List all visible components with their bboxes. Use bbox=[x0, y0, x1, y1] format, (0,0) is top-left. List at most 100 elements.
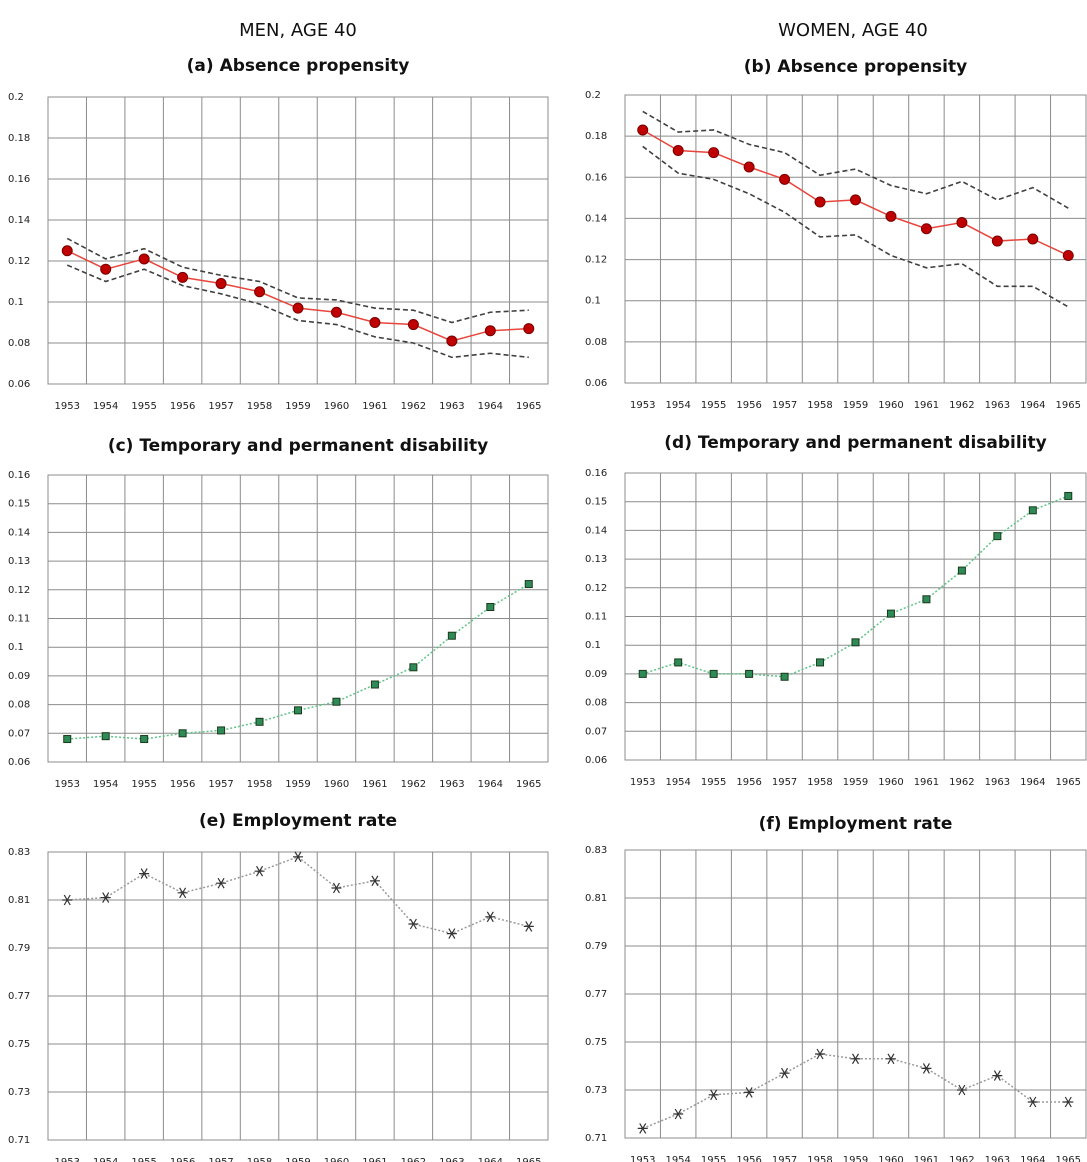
x-tick-label: 1956 bbox=[736, 777, 761, 788]
x-tick-label: 1965 bbox=[1056, 777, 1081, 788]
y-tick-label: 0.09 bbox=[8, 671, 30, 682]
series-line bbox=[66, 264, 529, 359]
x-tick-label: 1965 bbox=[1056, 1155, 1081, 1162]
y-tick-label: 0.2 bbox=[8, 92, 24, 103]
x-tick-label: 1958 bbox=[807, 1155, 832, 1162]
x-tick-label: 1961 bbox=[914, 400, 939, 411]
x-tick-label: 1962 bbox=[401, 1157, 426, 1162]
plot-area bbox=[47, 96, 549, 385]
marker bbox=[447, 631, 456, 640]
x-tick-label: 1964 bbox=[478, 779, 503, 790]
marker bbox=[523, 323, 535, 335]
x-tick-label: 1961 bbox=[362, 1157, 387, 1162]
x-tick-label: 1953 bbox=[55, 1157, 80, 1162]
marker bbox=[708, 147, 720, 159]
plot-area bbox=[624, 94, 1087, 384]
x-tick-label: 1955 bbox=[701, 1155, 726, 1162]
x-tick-label: 1961 bbox=[362, 779, 387, 790]
marker bbox=[523, 921, 534, 932]
x-tick-label: 1960 bbox=[878, 777, 903, 788]
y-tick-label: 0.73 bbox=[585, 1085, 607, 1096]
marker bbox=[993, 532, 1002, 541]
x-tick-label: 1961 bbox=[362, 401, 387, 412]
column-title: WOMEN, AGE 40 bbox=[778, 20, 928, 41]
y-tick-label: 0.1 bbox=[585, 296, 601, 307]
panel-title: (d) Temporary and permanent disability bbox=[664, 433, 1046, 453]
x-tick-label: 1964 bbox=[478, 1157, 503, 1162]
y-tick-label: 0.11 bbox=[8, 614, 30, 625]
y-tick-label: 0.14 bbox=[8, 527, 30, 538]
y-tick-label: 0.79 bbox=[585, 941, 607, 952]
marker bbox=[743, 161, 755, 173]
x-tick-label: 1962 bbox=[401, 401, 426, 412]
panel: (f) Employment rate 0.71 0.73 0.75 0.77 0.79 0… bbox=[585, 814, 1087, 1162]
marker bbox=[177, 887, 188, 899]
x-tick-label: 1956 bbox=[170, 401, 195, 412]
marker bbox=[850, 1053, 861, 1065]
y-tick-label: 0.75 bbox=[585, 1037, 607, 1048]
marker bbox=[486, 603, 495, 612]
y-tick-label: 0.18 bbox=[8, 133, 30, 144]
x-tick-label: 1963 bbox=[439, 1157, 464, 1162]
x-tick-label: 1965 bbox=[516, 779, 541, 790]
x-tick-label: 1956 bbox=[170, 1157, 195, 1162]
marker bbox=[61, 245, 73, 257]
x-tick-label: 1954 bbox=[93, 779, 118, 790]
x-tick-label: 1957 bbox=[772, 777, 797, 788]
x-tick-label: 1955 bbox=[701, 777, 726, 788]
panel-title: (a) Absence propensity bbox=[187, 56, 410, 76]
panel-title: (f) Employment rate bbox=[759, 814, 953, 834]
y-tick-label: 0.12 bbox=[585, 583, 607, 594]
marker bbox=[744, 1087, 755, 1098]
marker bbox=[101, 732, 110, 741]
x-tick-label: 1964 bbox=[1020, 1155, 1045, 1162]
marker bbox=[524, 580, 533, 589]
y-tick-label: 0.18 bbox=[585, 131, 607, 142]
y-tick-label: 0.83 bbox=[8, 847, 30, 858]
x-tick-label: 1961 bbox=[914, 1155, 939, 1162]
marker bbox=[216, 877, 227, 889]
y-tick-label: 0.16 bbox=[585, 468, 607, 479]
y-tick-label: 0.14 bbox=[8, 215, 30, 226]
x-tick-label: 1962 bbox=[401, 779, 426, 790]
x-tick-label: 1960 bbox=[324, 1157, 349, 1162]
y-tick-label: 0.71 bbox=[8, 1135, 30, 1146]
marker bbox=[177, 271, 189, 283]
y-tick-label: 0.16 bbox=[8, 174, 30, 185]
y-tick-label: 0.12 bbox=[8, 585, 30, 596]
x-tick-label: 1962 bbox=[949, 1155, 974, 1162]
marker bbox=[1028, 506, 1037, 515]
marker bbox=[407, 319, 419, 331]
marker bbox=[956, 217, 968, 229]
x-tick-label: 1954 bbox=[93, 401, 118, 412]
x-tick-label: 1955 bbox=[131, 779, 156, 790]
marker bbox=[991, 235, 1003, 247]
y-tick-label: 0.77 bbox=[585, 989, 607, 1000]
marker bbox=[957, 566, 966, 575]
y-tick-label: 0.13 bbox=[585, 554, 607, 565]
y-tick-label: 0.06 bbox=[8, 379, 30, 390]
x-tick-label: 1960 bbox=[878, 400, 903, 411]
y-tick-label: 0.06 bbox=[585, 378, 607, 389]
marker bbox=[138, 253, 150, 265]
series-line bbox=[642, 145, 1069, 308]
x-tick-label: 1964 bbox=[1020, 400, 1045, 411]
x-tick-label: 1959 bbox=[285, 779, 310, 790]
x-tick-label: 1962 bbox=[949, 777, 974, 788]
marker bbox=[885, 1053, 896, 1065]
y-tick-label: 0.73 bbox=[8, 1087, 30, 1098]
y-tick-label: 0.81 bbox=[585, 893, 607, 904]
marker bbox=[215, 278, 227, 290]
marker bbox=[886, 609, 895, 618]
x-tick-label: 1956 bbox=[736, 400, 761, 411]
panel-title: (b) Absence propensity bbox=[744, 57, 967, 77]
y-tick-label: 0.08 bbox=[585, 337, 607, 348]
y-tick-label: 0.2 bbox=[585, 90, 601, 101]
marker bbox=[637, 1123, 648, 1134]
y-tick-label: 0.16 bbox=[585, 172, 607, 183]
y-tick-label: 0.75 bbox=[8, 1039, 30, 1050]
marker bbox=[1027, 233, 1039, 245]
x-tick-label: 1953 bbox=[630, 1155, 655, 1162]
panel: (d) Temporary and permanent disability 0.… bbox=[585, 433, 1087, 788]
marker bbox=[815, 1048, 826, 1060]
